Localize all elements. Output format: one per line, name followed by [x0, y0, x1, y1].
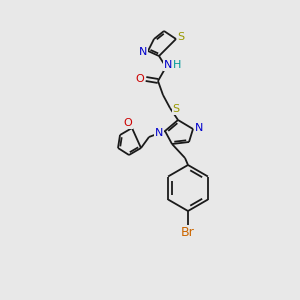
Text: O: O — [136, 74, 144, 84]
Text: N: N — [164, 60, 172, 70]
Text: H: H — [173, 60, 181, 70]
Text: Br: Br — [181, 226, 195, 239]
Text: N: N — [139, 47, 147, 57]
Text: S: S — [172, 104, 180, 114]
Text: N: N — [155, 128, 163, 138]
Text: O: O — [124, 118, 132, 128]
Text: N: N — [195, 123, 203, 133]
Text: S: S — [177, 32, 184, 42]
